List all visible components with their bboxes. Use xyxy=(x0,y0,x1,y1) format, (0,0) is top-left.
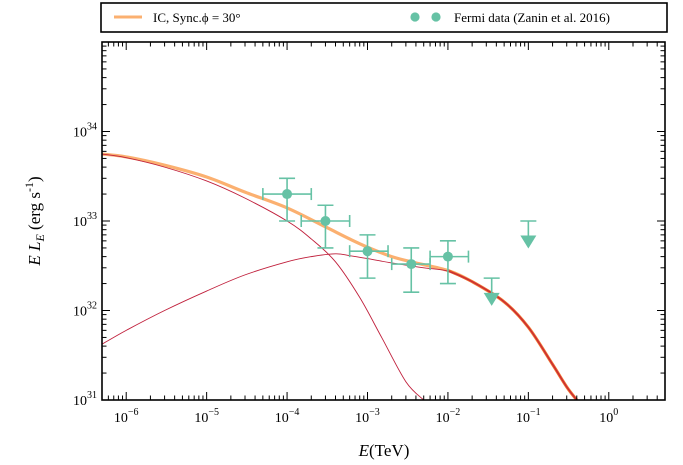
y-tick-label: 1033 xyxy=(73,211,97,230)
y-tick-label: 1031 xyxy=(73,390,97,409)
series-total-tail-line xyxy=(447,269,578,400)
upper-limit-arrow xyxy=(483,292,500,306)
x-tick-label: 10−5 xyxy=(194,407,219,426)
x-tick-label: 10−3 xyxy=(355,407,380,426)
upper-limit-arrow xyxy=(520,235,537,249)
series-total-line xyxy=(102,152,579,400)
x-tick-label: 100 xyxy=(599,407,618,426)
data-point-5 xyxy=(429,240,470,285)
data-point-1 xyxy=(262,177,313,222)
upper-limit-1 xyxy=(483,277,500,306)
data-point-marker xyxy=(442,251,453,262)
data-point-marker xyxy=(362,246,373,257)
data-point-marker xyxy=(406,259,417,270)
legend-line-label: IC, Sync.ϕ = 30° xyxy=(153,10,241,25)
x-tick-label: 10−2 xyxy=(436,407,461,426)
plot-frame xyxy=(101,41,666,401)
data-point-marker xyxy=(282,189,293,200)
data-point-3 xyxy=(348,234,389,279)
legend-box xyxy=(100,2,668,33)
y-tick-label: 1032 xyxy=(73,301,97,320)
x-tick-label: 10−6 xyxy=(114,407,139,426)
series-synchrotron-line xyxy=(102,153,425,400)
legend-data-marker-1 xyxy=(410,12,420,22)
x-tick-label: 10−4 xyxy=(275,407,300,426)
data-point-2 xyxy=(300,204,351,249)
legend: IC, Sync.ϕ = 30° Fermi data (Zanin et al… xyxy=(100,2,668,33)
data-point-marker xyxy=(320,216,331,226)
x-tick-label: 10−1 xyxy=(516,407,541,426)
legend-data-label: Fermi data (Zanin et al. 2016) xyxy=(454,10,610,25)
upper-limit-2 xyxy=(520,220,537,249)
y-tick-label: 1034 xyxy=(73,122,97,141)
data-point-4 xyxy=(390,247,431,294)
series-ic-line xyxy=(102,253,578,400)
y-axis-title: E LE (erg s-1) xyxy=(22,176,47,266)
x-axis-title: E(TeV) xyxy=(358,441,410,460)
legend-data-marker-2 xyxy=(431,12,441,22)
